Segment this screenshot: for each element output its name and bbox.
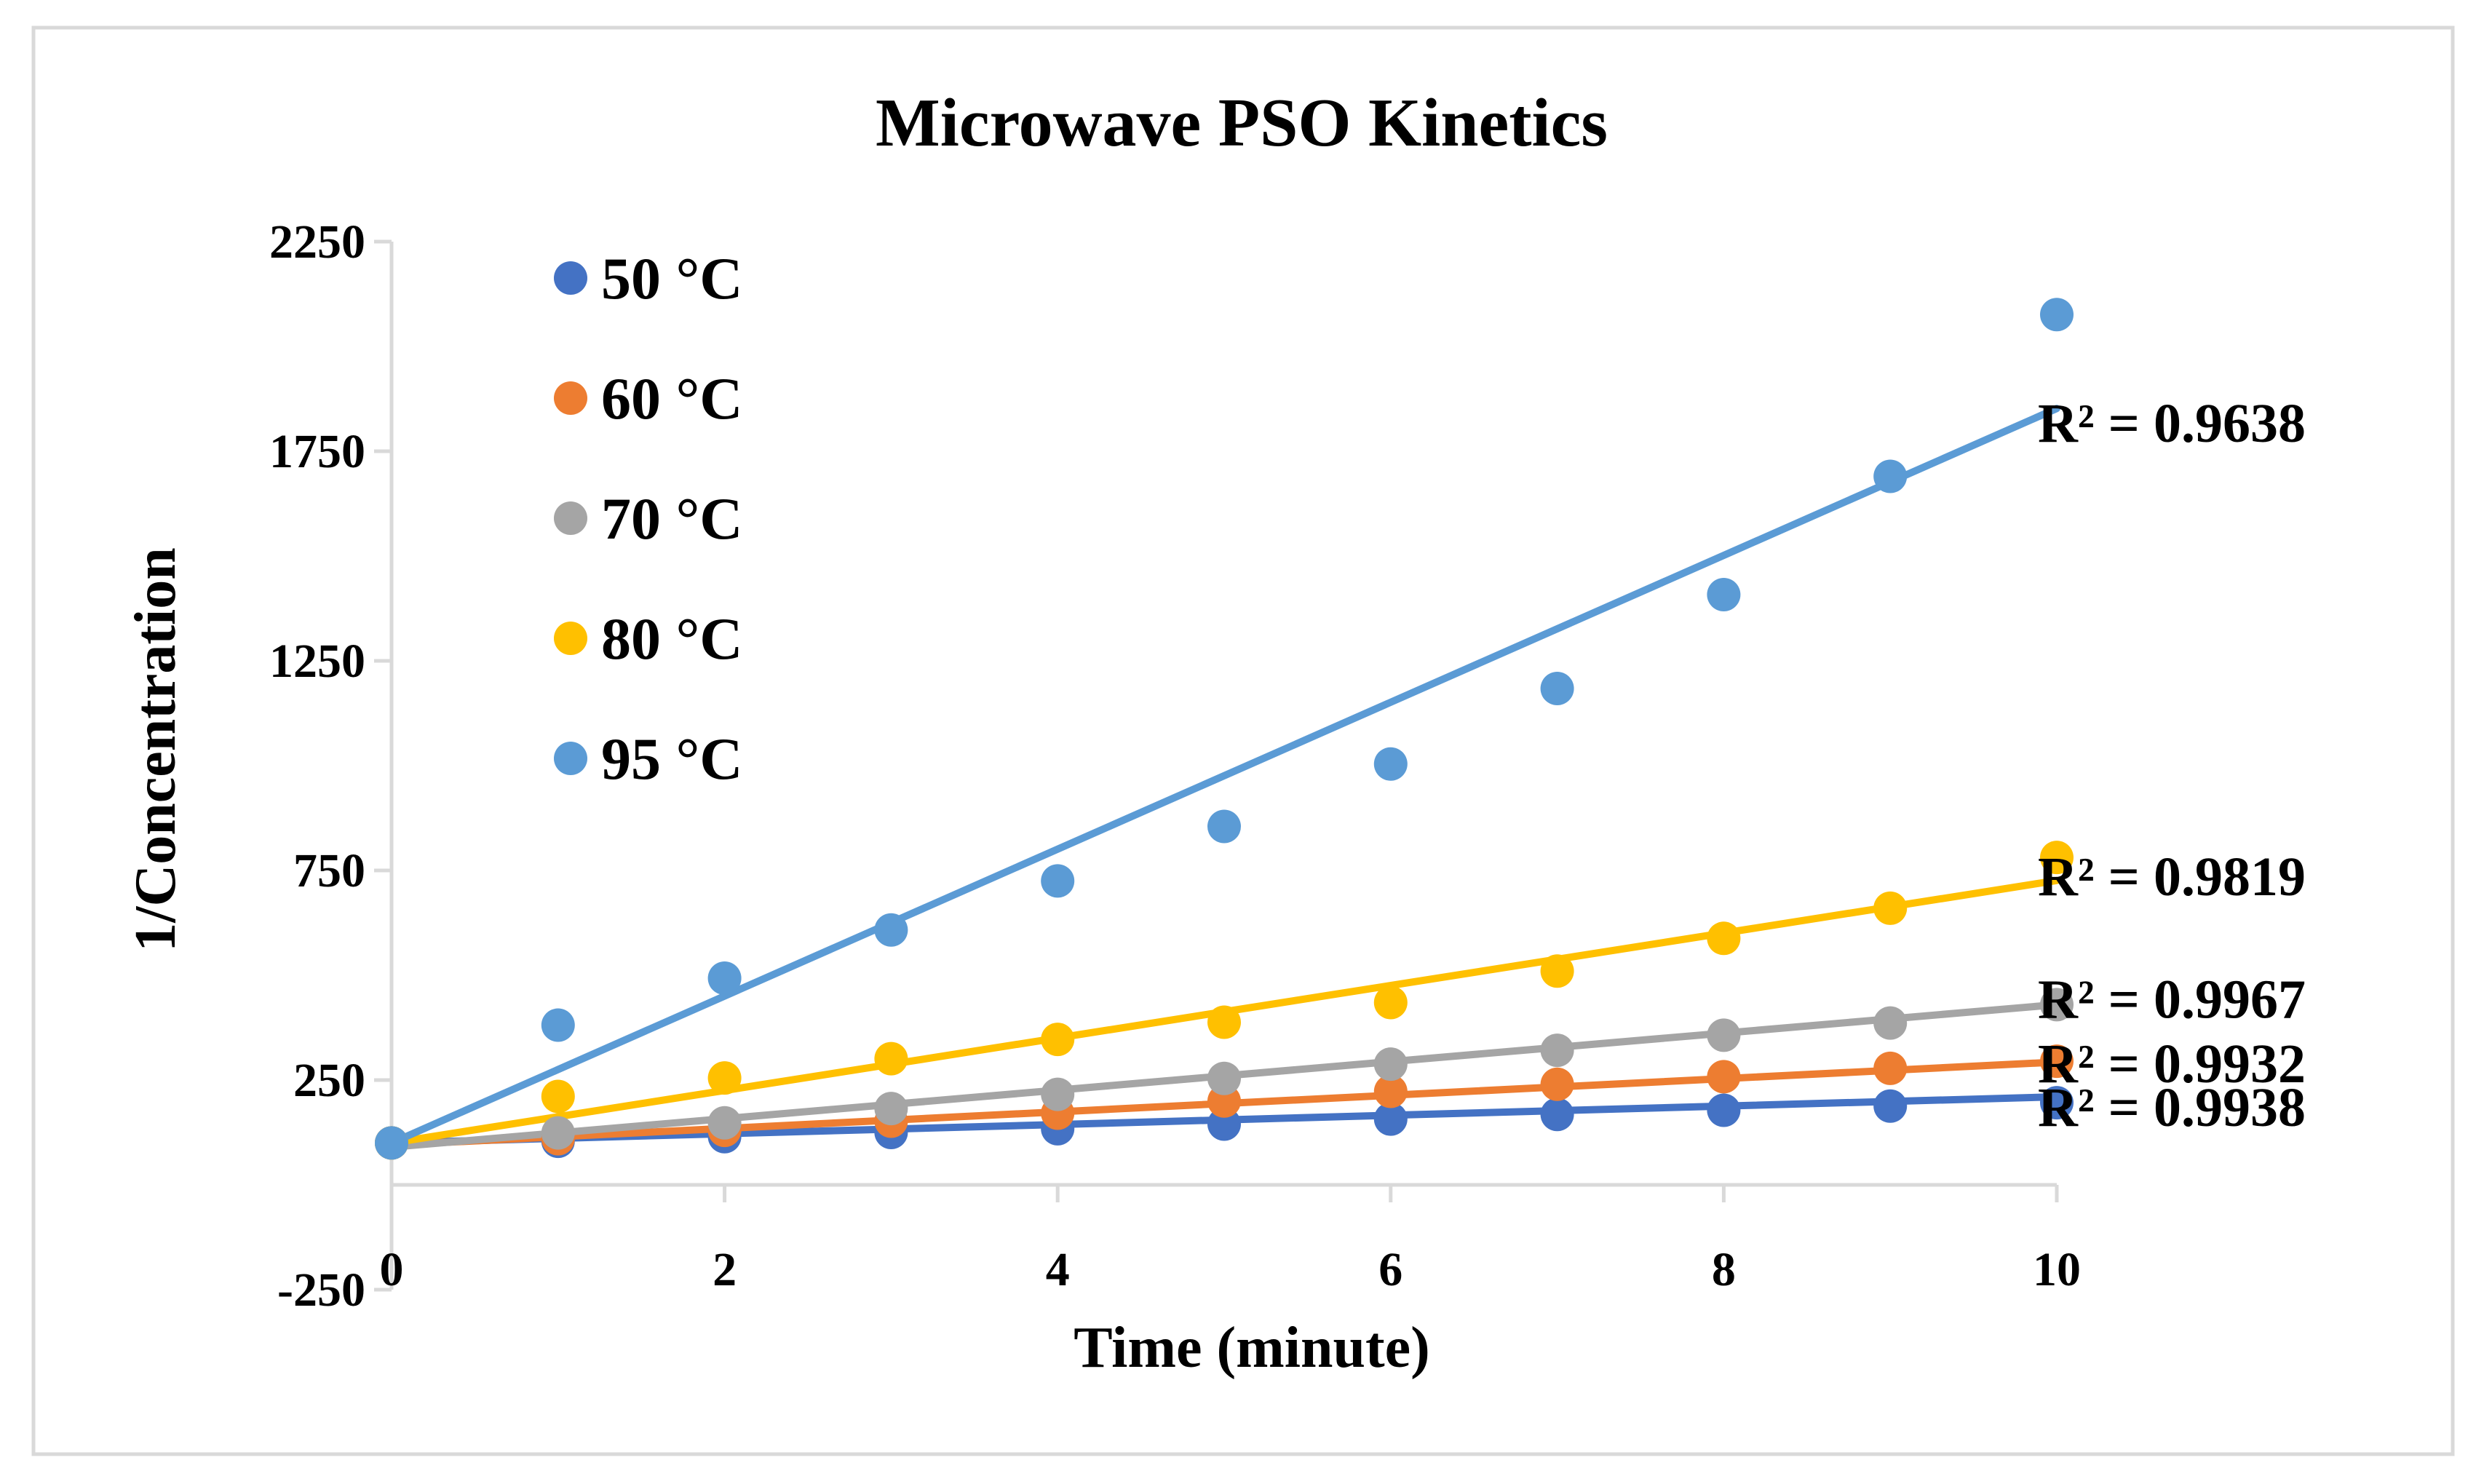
data-point-series-2 (1041, 1077, 1075, 1111)
chart-border (31, 25, 2455, 1456)
data-point-series-3 (1707, 921, 1741, 956)
data-point-series-0 (2040, 1086, 2074, 1120)
x-tick-label: 10 (2033, 1243, 2081, 1296)
data-point-series-3 (1373, 985, 1408, 1020)
data-point-series-0 (1707, 1093, 1741, 1127)
data-point-series-3 (1540, 954, 1574, 988)
data-point-series-1 (2040, 1044, 2074, 1079)
legend-marker-series-0 (554, 261, 587, 295)
data-point-series-4 (1707, 577, 1741, 611)
data-point-series-4 (2040, 298, 2074, 332)
r-squared-label-series-4: R² = 0.9638 (2038, 393, 2306, 454)
legend: 50 °C 60 °C 70 °C 80 °C 95 °C (554, 245, 743, 792)
chart-title: Microwave PSO Kinetics (876, 85, 1608, 161)
data-point-series-4 (1873, 459, 1908, 493)
data-point-series-2 (874, 1092, 908, 1126)
y-tick-label: 2250 (269, 215, 365, 269)
x-axis-ticks: 0 2 4 6 8 10 (380, 1185, 2081, 1296)
data-point-series-1 (1873, 1051, 1908, 1085)
legend-label-series-4: 95 °C (601, 726, 743, 792)
data-point-series-3 (541, 1079, 575, 1114)
data-point-series-2 (707, 1106, 742, 1140)
data-point-series-4 (1373, 747, 1408, 781)
legend-marker-series-3 (554, 622, 587, 655)
y-tick-label: -250 (277, 1263, 365, 1317)
legend-label-series-3: 80 °C (601, 606, 743, 672)
data-point-series-0 (1873, 1089, 1908, 1123)
data-point-series-1 (1707, 1060, 1741, 1094)
axes (389, 242, 2057, 1290)
data-point-series-3 (1873, 891, 1908, 925)
data-point-series-0 (1540, 1098, 1574, 1132)
y-tick-label: 750 (293, 844, 365, 897)
legend-marker-series-4 (554, 742, 587, 775)
data-point-series-3 (874, 1041, 908, 1076)
x-tick-label: 4 (1046, 1243, 1070, 1296)
data-point-series-3 (1207, 1005, 1241, 1039)
data-point-series-4 (1540, 672, 1574, 706)
legend-label-series-0: 50 °C (601, 245, 743, 312)
x-axis-title: Time (minute) (1074, 1316, 1430, 1380)
legend-label-series-2: 70 °C (601, 485, 743, 552)
data-point-series-2 (2040, 988, 2074, 1022)
r-squared-label-series-1: R² = 0.9932 (2038, 1033, 2306, 1095)
data-point-series-0 (1373, 1102, 1408, 1136)
y-tick-label: 1250 (269, 635, 365, 688)
data-point-series-4 (874, 913, 908, 947)
y-axis-ticks: -250 250 750 1250 1750 2250 (269, 215, 392, 1317)
x-tick-label: 0 (380, 1243, 404, 1296)
x-tick-label: 8 (1712, 1243, 1736, 1296)
data-point-series-1 (1540, 1067, 1574, 1101)
data-point-series-2 (1540, 1033, 1574, 1068)
data-point-series-4 (1207, 809, 1241, 844)
data-point-series-2 (1873, 1006, 1908, 1040)
data-point-series-4 (375, 1126, 408, 1160)
data-point-series-4 (707, 961, 742, 996)
data-point-series-2 (1207, 1061, 1241, 1095)
data-point-series-4 (541, 1008, 575, 1042)
y-tick-label: 1750 (269, 425, 365, 478)
data-point-series-3 (2040, 841, 2074, 875)
data-point-series-3 (1041, 1023, 1075, 1057)
data-point-series-2 (1707, 1018, 1741, 1052)
trendline-series-4 (388, 405, 2060, 1147)
x-tick-label: 2 (713, 1243, 737, 1296)
data-point-series-2 (541, 1116, 575, 1150)
r-squared-label-series-2: R² = 0.9967 (2038, 969, 2306, 1030)
legend-marker-series-1 (554, 381, 587, 415)
y-axis-title: 1/Concentration (124, 547, 188, 952)
data-point-series-1 (1373, 1074, 1408, 1108)
r-squared-label-series-0: R² = 0.9938 (2038, 1077, 2306, 1138)
data-point-series-4 (1041, 864, 1075, 898)
data-point-series-2 (1373, 1047, 1408, 1082)
legend-marker-series-2 (554, 501, 587, 535)
data-points (375, 298, 2074, 1160)
x-tick-label: 6 (1378, 1243, 1402, 1296)
legend-label-series-1: 60 °C (601, 365, 743, 432)
r-squared-label-series-3: R² = 0.9819 (2038, 846, 2306, 908)
data-point-series-3 (707, 1061, 742, 1095)
data-point-series-0 (1207, 1107, 1241, 1141)
y-tick-label: 250 (293, 1054, 365, 1107)
